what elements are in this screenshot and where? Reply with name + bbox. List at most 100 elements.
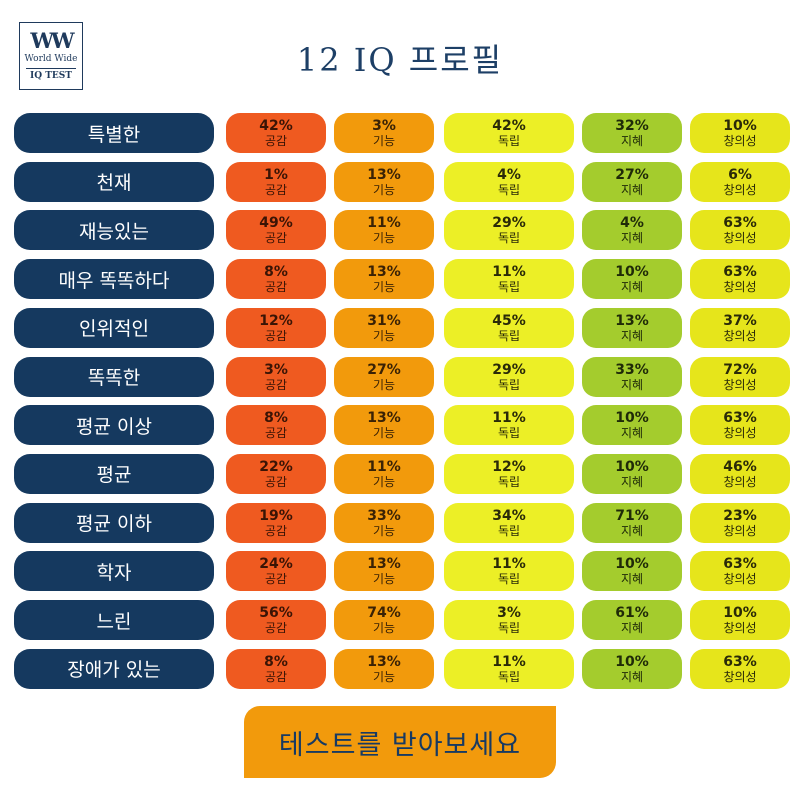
- score-value: 56%: [259, 605, 293, 621]
- take-test-button[interactable]: 테스트를 받아보세요: [244, 706, 556, 778]
- score-cell: 23% 창의성: [690, 502, 790, 543]
- profile-label: 인위적인: [14, 307, 214, 348]
- score-category: 기능: [372, 426, 396, 441]
- score-category: 기능: [372, 523, 396, 538]
- score-value: 31%: [367, 312, 401, 329]
- logo-line-1: World Wide: [24, 54, 78, 64]
- score-value: 11%: [492, 264, 526, 281]
- score-category: 지혜: [620, 182, 644, 197]
- score-category: 독립: [497, 523, 521, 538]
- profile-label: 평균 이하: [14, 502, 214, 543]
- score-value: 29%: [492, 215, 526, 232]
- profile-label: 재능있는: [14, 210, 214, 251]
- score-cell: 10% 지혜: [582, 648, 682, 689]
- profile-label: 특별한: [14, 113, 214, 153]
- score-category: 공감: [264, 134, 288, 148]
- score-value: 10%: [723, 118, 757, 134]
- score-cell: 24% 공감: [226, 551, 326, 592]
- score-cell: 61% 지혜: [582, 600, 682, 640]
- score-category: 독립: [497, 182, 521, 197]
- score-cell: 13% 기능: [334, 161, 434, 202]
- score-category: 공감: [264, 377, 288, 392]
- score-value: 24%: [259, 556, 293, 573]
- score-value: 10%: [615, 264, 649, 281]
- score-cell: 45% 독립: [444, 307, 574, 348]
- score-value: 8%: [264, 410, 288, 427]
- score-value: 13%: [367, 264, 401, 281]
- score-value: 13%: [367, 410, 401, 427]
- score-cell: 10% 지혜: [582, 551, 682, 592]
- score-value: 42%: [259, 118, 293, 134]
- score-cell: 74% 기능: [334, 600, 434, 640]
- score-value: 12%: [492, 458, 526, 475]
- score-value: 29%: [492, 361, 526, 378]
- score-cell: 12% 독립: [444, 453, 574, 494]
- score-category: 공감: [264, 182, 288, 197]
- score-cell: 11% 기능: [334, 453, 434, 494]
- score-cell: 13% 기능: [334, 405, 434, 446]
- score-value: 49%: [259, 215, 293, 232]
- score-category: 기능: [372, 134, 396, 148]
- score-cell: 63% 창의성: [690, 551, 790, 592]
- score-cell: 29% 독립: [444, 210, 574, 251]
- score-value: 10%: [615, 556, 649, 573]
- score-category: 창의성: [723, 377, 757, 392]
- score-cell: 42% 공감: [226, 113, 326, 153]
- score-category: 지혜: [620, 134, 644, 148]
- score-cell: 10% 지혜: [582, 259, 682, 300]
- score-category: 지혜: [620, 572, 644, 587]
- score-category: 지혜: [620, 474, 644, 489]
- profile-label: 학자: [14, 551, 214, 592]
- score-category: 독립: [497, 280, 521, 295]
- score-value: 27%: [615, 166, 649, 183]
- profile-row: 매우 똑똑하다 8% 공감 13% 기능 11% 독립 10% 지혜 63% 창의성: [14, 259, 790, 300]
- profile-label: 장애가 있는: [14, 648, 214, 689]
- score-category: 창의성: [723, 134, 757, 148]
- score-value: 8%: [264, 653, 288, 670]
- profile-row: 똑똑한 3% 공감 27% 기능 29% 독립 33% 지혜 72% 창의성: [14, 356, 790, 397]
- score-cell: 63% 창의성: [690, 405, 790, 446]
- score-cell: 71% 지혜: [582, 502, 682, 543]
- score-value: 11%: [492, 556, 526, 573]
- score-category: 지혜: [620, 426, 644, 441]
- score-cell: 10% 창의성: [690, 113, 790, 153]
- score-cell: 22% 공감: [226, 453, 326, 494]
- score-cell: 34% 독립: [444, 502, 574, 543]
- score-value: 10%: [723, 605, 757, 621]
- score-cell: 31% 기능: [334, 307, 434, 348]
- score-cell: 29% 독립: [444, 356, 574, 397]
- score-value: 11%: [367, 215, 401, 232]
- score-category: 독립: [497, 134, 521, 148]
- logo-line-2: IQ TEST: [30, 71, 72, 81]
- profile-row: 특별한 42% 공감 3% 기능 42% 독립 32% 지혜 10% 창의성: [14, 113, 790, 153]
- score-category: 지혜: [620, 621, 644, 635]
- score-cell: 13% 기능: [334, 259, 434, 300]
- score-cell: 27% 지혜: [582, 161, 682, 202]
- profile-row: 느린 56% 공감 74% 기능 3% 독립 61% 지혜 10% 창의성: [14, 600, 790, 640]
- profile-label: 똑똑한: [14, 356, 214, 397]
- score-cell: 11% 독립: [444, 648, 574, 689]
- score-value: 72%: [723, 361, 757, 378]
- score-category: 창의성: [723, 231, 757, 246]
- score-value: 46%: [723, 458, 757, 475]
- score-value: 12%: [259, 312, 293, 329]
- score-category: 기능: [372, 328, 396, 343]
- profile-row: 평균 이하 19% 공감 33% 기능 34% 독립 71% 지혜 23% 창의성: [14, 502, 790, 543]
- score-value: 34%: [492, 507, 526, 524]
- score-value: 33%: [367, 507, 401, 524]
- score-value: 10%: [615, 410, 649, 427]
- brand-logo: WW World Wide IQ TEST: [19, 22, 83, 90]
- score-category: 공감: [264, 572, 288, 587]
- score-value: 27%: [367, 361, 401, 378]
- score-category: 창의성: [723, 182, 757, 197]
- score-value: 8%: [264, 264, 288, 281]
- score-category: 독립: [497, 621, 521, 635]
- score-category: 기능: [372, 377, 396, 392]
- score-category: 독립: [497, 474, 521, 489]
- score-cell: 33% 지혜: [582, 356, 682, 397]
- score-value: 13%: [367, 166, 401, 183]
- score-cell: 63% 창의성: [690, 259, 790, 300]
- profile-row: 인위적인 12% 공감 31% 기능 45% 독립 13% 지혜 37% 창의성: [14, 307, 790, 348]
- score-cell: 13% 지혜: [582, 307, 682, 348]
- score-category: 기능: [372, 231, 396, 246]
